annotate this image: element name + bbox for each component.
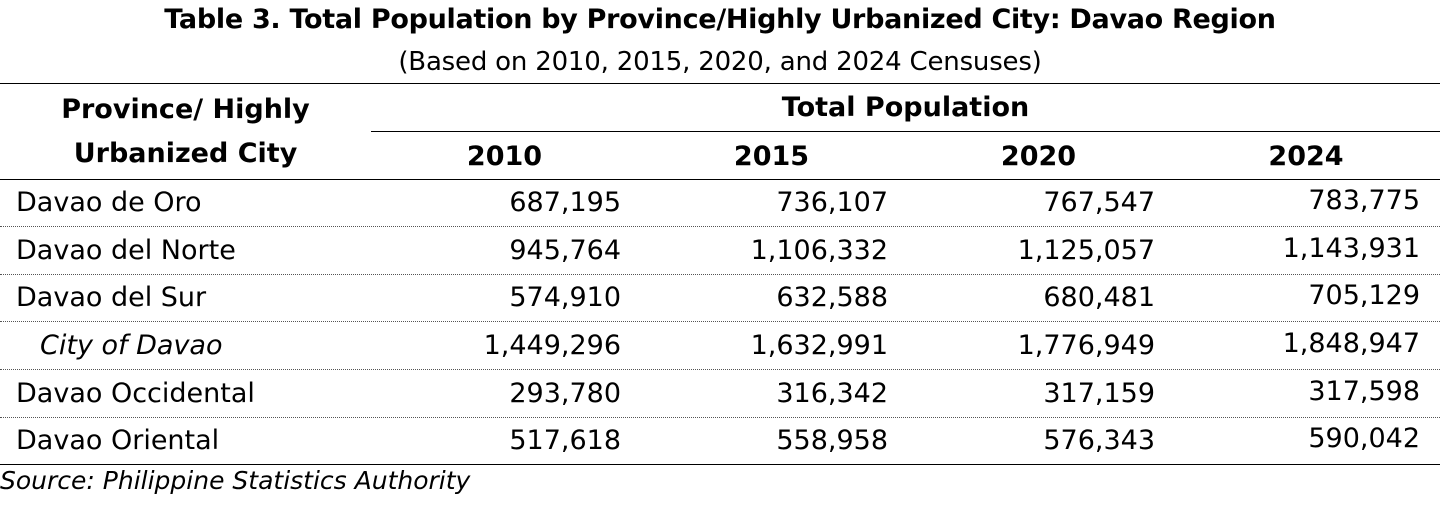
- value-2020: 767,547: [1043, 187, 1155, 218]
- row-name: Davao del Sur: [16, 282, 207, 313]
- value-2010: 687,195: [509, 187, 621, 218]
- value-2020: 1,776,949: [1017, 330, 1155, 361]
- row-label-header-line1: Province/ Highly: [61, 94, 310, 125]
- header-bottom-rule: [0, 179, 1440, 180]
- value-2015: 316,342: [776, 378, 888, 409]
- row-divider: [0, 417, 1440, 418]
- value-2024: 1,848,947: [1282, 328, 1420, 359]
- row-name: Davao del Norte: [16, 235, 236, 266]
- row-label-header-line2: Urbanized City: [73, 138, 298, 169]
- value-2020: 317,159: [1043, 378, 1155, 409]
- source-note: Source: Philippine Statistics Authority: [0, 466, 471, 495]
- value-2010: 574,910: [509, 282, 621, 313]
- year-header-2010: 2010: [466, 141, 543, 172]
- value-2015: 1,632,991: [750, 330, 888, 361]
- year-header-2024: 2024: [1268, 141, 1344, 172]
- row-divider: [0, 321, 1440, 322]
- value-2010: 517,618: [509, 425, 621, 456]
- year-header-2015: 2015: [733, 141, 810, 172]
- value-2024: 317,598: [1308, 376, 1420, 407]
- row-name: Davao Oriental: [16, 425, 220, 456]
- row-name: Davao Occidental: [16, 378, 255, 409]
- value-2010: 293,780: [509, 378, 621, 409]
- value-2024: 590,042: [1308, 423, 1420, 454]
- value-2015: 558,958: [776, 425, 888, 456]
- value-2020: 1,125,057: [1017, 235, 1155, 266]
- value-2015: 736,107: [776, 187, 888, 218]
- value-2010: 1,449,296: [483, 330, 621, 361]
- table-bottom-rule: [0, 464, 1440, 465]
- year-header-2020: 2020: [1000, 141, 1077, 172]
- value-2010: 945,764: [509, 235, 621, 266]
- table-title: Table 3. Total Population by Province/Hi…: [164, 4, 1276, 35]
- group-header-rule: [371, 131, 1440, 132]
- total-population-header: Total Population: [781, 92, 1030, 123]
- value-2015: 1,106,332: [750, 235, 888, 266]
- value-2020: 680,481: [1043, 282, 1155, 313]
- value-2015: 632,588: [776, 282, 888, 313]
- row-name: Davao de Oro: [16, 187, 202, 218]
- row-divider: [0, 369, 1440, 370]
- row-divider: [0, 274, 1440, 275]
- value-2024: 783,775: [1308, 185, 1420, 216]
- top-rule: [0, 83, 1440, 84]
- value-2024: 1,143,931: [1282, 233, 1420, 264]
- table-subtitle: (Based on 2010, 2015, 2020, and 2024 Cen…: [398, 47, 1042, 77]
- row-name: City of Davao: [40, 330, 223, 361]
- row-divider: [0, 226, 1440, 227]
- value-2024: 705,129: [1308, 280, 1420, 311]
- value-2020: 576,343: [1043, 425, 1155, 456]
